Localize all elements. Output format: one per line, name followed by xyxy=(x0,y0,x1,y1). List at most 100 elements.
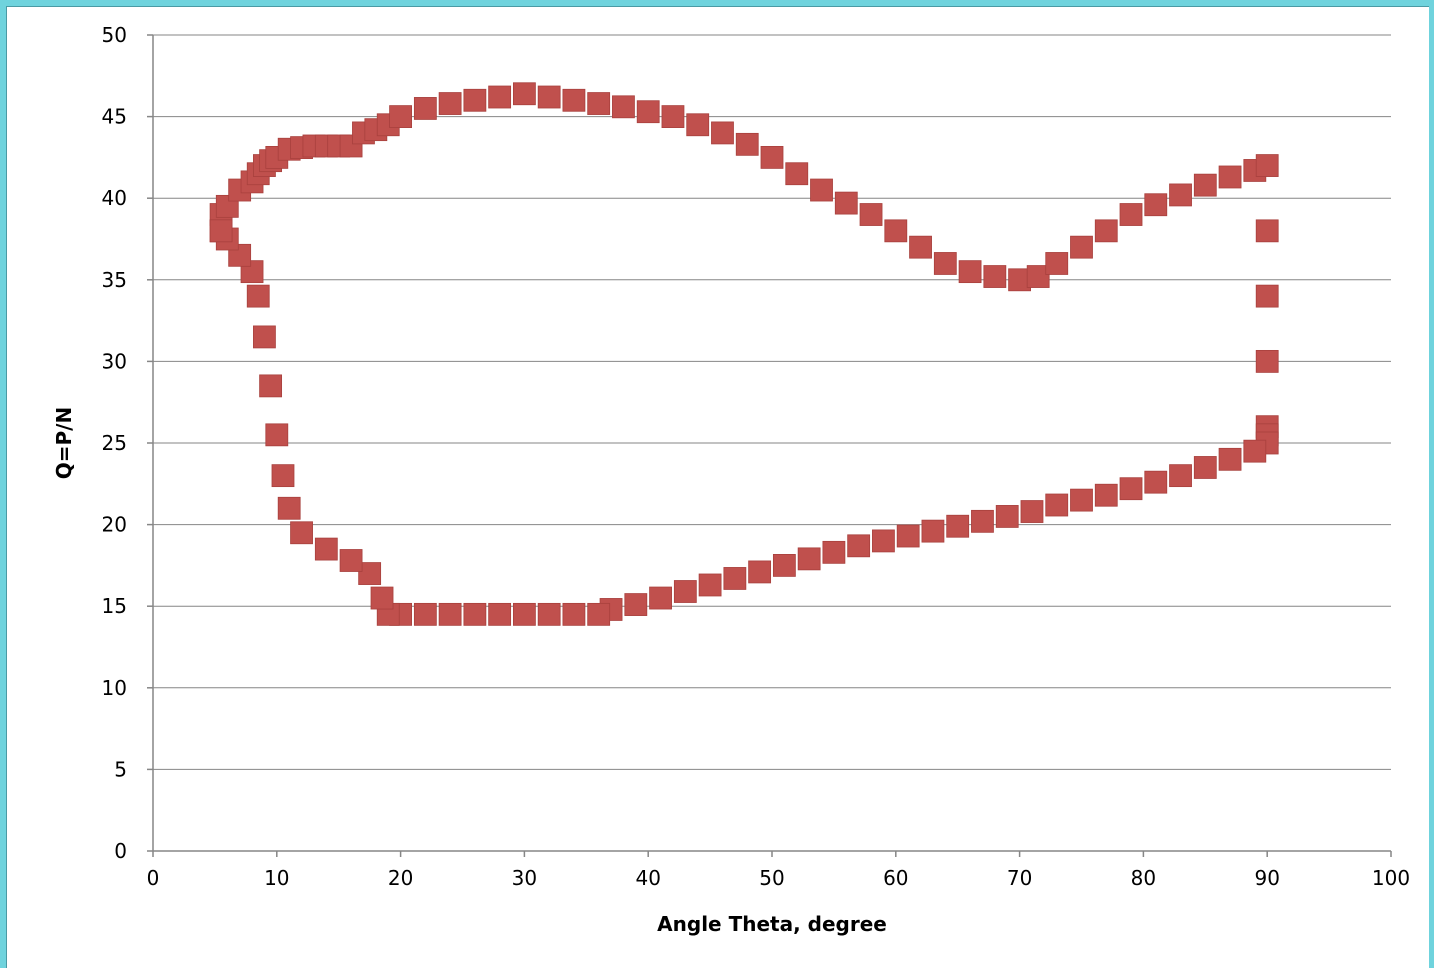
data-point xyxy=(1169,183,1192,207)
data-point xyxy=(463,88,487,112)
data-point xyxy=(1070,235,1093,259)
data-point xyxy=(933,252,957,275)
data-point xyxy=(1094,483,1118,507)
scatter-marks xyxy=(209,82,1279,626)
data-point xyxy=(339,549,363,572)
y-tick-label: 40 xyxy=(102,186,127,210)
data-point xyxy=(370,586,394,610)
data-point xyxy=(822,540,846,564)
chart-area: 0 10 20 30 40 50 60 70 80 90 100 0 5 10 15 20 25 30 35 40 45… xyxy=(6,6,1429,968)
data-point xyxy=(463,602,487,626)
data-point xyxy=(537,602,561,626)
data-point xyxy=(209,219,233,243)
data-point xyxy=(413,97,437,120)
data-point xyxy=(438,92,462,115)
data-point xyxy=(971,509,994,533)
data-point xyxy=(389,105,413,128)
data-point xyxy=(760,145,784,169)
data-point xyxy=(711,121,734,145)
x-tick-label: 0 xyxy=(147,866,160,890)
y-tick-label: 10 xyxy=(102,676,127,700)
data-point xyxy=(271,464,295,488)
data-point xyxy=(1144,193,1168,217)
data-point xyxy=(909,235,932,259)
data-point xyxy=(810,178,833,202)
scatter-chart: 0 10 20 30 40 50 60 70 80 90 100 0 5 10 15 20 25 30 35 40 45… xyxy=(52,23,1410,936)
data-point xyxy=(834,191,858,215)
y-tick-label: 20 xyxy=(102,513,127,537)
data-point xyxy=(624,593,648,616)
data-point xyxy=(277,496,301,520)
y-tick-label: 15 xyxy=(102,594,127,618)
data-point xyxy=(537,85,561,109)
data-point xyxy=(958,260,982,284)
gridlines xyxy=(153,34,1391,770)
data-point xyxy=(438,602,462,626)
data-point xyxy=(983,265,1007,288)
data-point xyxy=(661,105,685,128)
data-point xyxy=(847,534,871,558)
data-point xyxy=(512,82,536,106)
y-tick-label: 0 xyxy=(114,839,127,863)
x-tick-label: 40 xyxy=(635,866,660,890)
data-point xyxy=(1255,349,1279,373)
data-point xyxy=(636,100,660,124)
data-point xyxy=(884,219,908,243)
data-point xyxy=(1169,464,1192,488)
data-point xyxy=(587,92,611,115)
data-point xyxy=(772,554,796,577)
data-point xyxy=(413,602,437,626)
data-point xyxy=(562,602,586,626)
data-point xyxy=(649,586,672,610)
data-point xyxy=(587,602,611,626)
data-point xyxy=(1255,219,1279,243)
data-point xyxy=(1045,252,1069,275)
data-point xyxy=(1218,165,1242,189)
x-tick-label: 100 xyxy=(1372,866,1410,890)
data-point xyxy=(612,95,635,119)
data-point xyxy=(1045,493,1069,517)
data-point xyxy=(488,602,512,626)
data-point xyxy=(872,529,895,553)
data-point xyxy=(896,524,920,548)
data-point xyxy=(1193,456,1217,479)
data-point xyxy=(1070,488,1093,512)
data-point xyxy=(1218,447,1242,471)
data-point xyxy=(1119,203,1143,226)
x-tick-label: 70 xyxy=(1007,866,1032,890)
data-point xyxy=(1144,470,1168,494)
data-point xyxy=(246,284,270,308)
data-point xyxy=(259,374,283,398)
y-tick-label: 45 xyxy=(102,105,127,129)
x-axis-title: Angle Theta, degree xyxy=(657,912,887,936)
data-point xyxy=(673,580,697,603)
y-tick-label: 35 xyxy=(102,268,127,292)
data-point xyxy=(1094,219,1118,243)
data-point xyxy=(946,514,970,538)
data-point xyxy=(1193,173,1217,197)
x-tick-label: 10 xyxy=(264,866,289,890)
data-point xyxy=(358,562,382,585)
data-point xyxy=(686,113,710,137)
data-point xyxy=(1255,154,1279,177)
y-tick-label: 30 xyxy=(102,349,127,373)
data-point xyxy=(723,567,747,590)
data-point xyxy=(1026,265,1050,288)
data-point xyxy=(253,325,276,349)
x-tick-label: 20 xyxy=(388,866,413,890)
data-point xyxy=(314,537,338,561)
data-point xyxy=(1243,439,1267,463)
x-tick-label: 80 xyxy=(1131,866,1156,890)
x-tick-label: 50 xyxy=(759,866,784,890)
data-point xyxy=(488,85,512,109)
x-tick-label: 30 xyxy=(512,866,537,890)
data-point xyxy=(921,519,945,543)
data-point xyxy=(735,132,759,156)
data-point xyxy=(562,88,586,112)
data-point xyxy=(265,423,289,447)
y-tick-label: 5 xyxy=(114,757,127,781)
data-point xyxy=(785,162,809,186)
x-tick-label: 60 xyxy=(883,866,908,890)
x-tick-label: 90 xyxy=(1254,866,1279,890)
y-tick-label: 25 xyxy=(102,431,127,455)
